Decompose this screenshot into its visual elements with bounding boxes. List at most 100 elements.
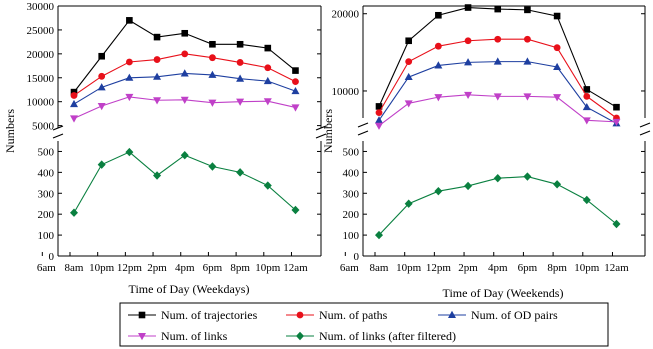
- data-point: [583, 86, 591, 93]
- data-point: [236, 74, 245, 82]
- data-point: [464, 91, 473, 100]
- data-point: [553, 62, 562, 71]
- y-tick-label: 5000: [32, 121, 55, 133]
- series-line: [378, 61, 617, 124]
- x-tick-label: 4pm: [175, 262, 195, 274]
- data-point: [583, 92, 591, 100]
- data-point: [180, 69, 189, 77]
- data-point: [125, 147, 134, 157]
- data-point: [70, 92, 78, 99]
- data-point: [493, 174, 502, 183]
- weekdays-chart: 5000 10000 15000 20000 25000 30000 0 100 200 300 4…: [3, 1, 327, 296]
- series-line: [378, 38, 617, 119]
- data-point: [375, 230, 383, 240]
- data-point: [612, 219, 621, 229]
- data-point: [97, 102, 106, 111]
- axis-break-mark: [52, 125, 64, 131]
- legend-frame: [119, 302, 609, 347]
- data-point: [153, 171, 162, 180]
- data-point: [494, 35, 502, 43]
- data-point: [70, 99, 78, 108]
- data-point: [236, 40, 244, 48]
- y-tick-label: 400: [343, 167, 360, 179]
- data-point: [236, 59, 244, 66]
- x-tick-label: 4pm: [488, 262, 508, 274]
- data-point: [98, 52, 105, 60]
- data-point: [434, 42, 442, 50]
- data-point: [236, 98, 245, 106]
- legend: Num. of trajectories Num. of paths Num. of…: [119, 302, 609, 347]
- data-point: [153, 33, 161, 41]
- data-point: [236, 168, 245, 177]
- data-point: [464, 4, 472, 11]
- data-point: [209, 40, 216, 48]
- data-point: [70, 115, 78, 123]
- x-tick-label: 8am: [370, 262, 389, 274]
- data-point: [493, 93, 502, 101]
- y-tick-label: 10000: [27, 97, 55, 109]
- data-point: [523, 93, 532, 101]
- data-point: [434, 186, 443, 196]
- data-point: [375, 122, 383, 130]
- x-tick-label: 6pm: [518, 262, 538, 274]
- legend-label: Num. of paths: [319, 308, 388, 322]
- data-point: [263, 98, 272, 106]
- x-tick-label: 12pm: [426, 262, 452, 274]
- axis-break-mark: [357, 130, 369, 136]
- data-point: [180, 96, 189, 104]
- data-point: [464, 58, 473, 66]
- data-point: [181, 50, 189, 58]
- data-point: [292, 78, 299, 85]
- y-tick-label: 30000: [27, 1, 55, 13]
- axis-break-mark: [315, 133, 327, 139]
- legend-marker: [296, 311, 304, 319]
- axis-break-mark: [315, 125, 327, 131]
- data-point: [181, 29, 189, 37]
- data-point: [553, 180, 562, 189]
- weekends-chart: 10000 20000 0 100 200 300 400 500 6am 8am 10pm 12pm…: [321, 4, 651, 300]
- x-tick-label: 10pm: [396, 262, 422, 274]
- legend-marker: [448, 310, 456, 318]
- data-point: [291, 205, 300, 215]
- data-point: [404, 72, 413, 81]
- data-point: [208, 162, 217, 171]
- data-point: [153, 72, 162, 80]
- data-point: [553, 12, 561, 20]
- legend-label: Num. of OD pairs: [471, 308, 558, 322]
- data-point: [493, 57, 502, 65]
- data-point: [125, 58, 133, 66]
- x-tick-label: 12am: [604, 262, 629, 274]
- data-point: [125, 93, 134, 102]
- x-tick-label: 10pm: [89, 262, 115, 274]
- data-point: [291, 86, 300, 95]
- data-point: [263, 181, 272, 190]
- axis-break-mark: [639, 130, 651, 136]
- data-point: [70, 208, 78, 217]
- x-tick-label: 6am: [37, 262, 56, 274]
- data-point: [435, 11, 442, 19]
- data-point: [125, 73, 134, 81]
- y-tick-label: 15000: [27, 73, 55, 85]
- data-point: [582, 102, 591, 111]
- data-point: [292, 67, 299, 74]
- legend-marker: [138, 333, 146, 341]
- data-point: [126, 17, 133, 24]
- x-tick-label: 12pm: [117, 262, 143, 274]
- data-point: [582, 195, 591, 205]
- data-point: [97, 160, 106, 169]
- data-point: [404, 100, 413, 108]
- y-tick-label: 20000: [27, 49, 55, 61]
- data-point: [582, 117, 591, 125]
- data-point: [613, 103, 620, 111]
- data-point: [553, 94, 562, 102]
- y-tick-label: 400: [38, 167, 55, 179]
- legend-marker: [296, 331, 304, 341]
- y-tick-label: 0: [49, 251, 55, 263]
- data-point: [180, 151, 189, 160]
- data-point: [375, 103, 383, 110]
- legend-label: Num. of trajectories: [161, 308, 258, 322]
- data-point: [434, 61, 443, 69]
- data-point: [523, 57, 532, 65]
- x-tick-label: 6pm: [203, 262, 223, 274]
